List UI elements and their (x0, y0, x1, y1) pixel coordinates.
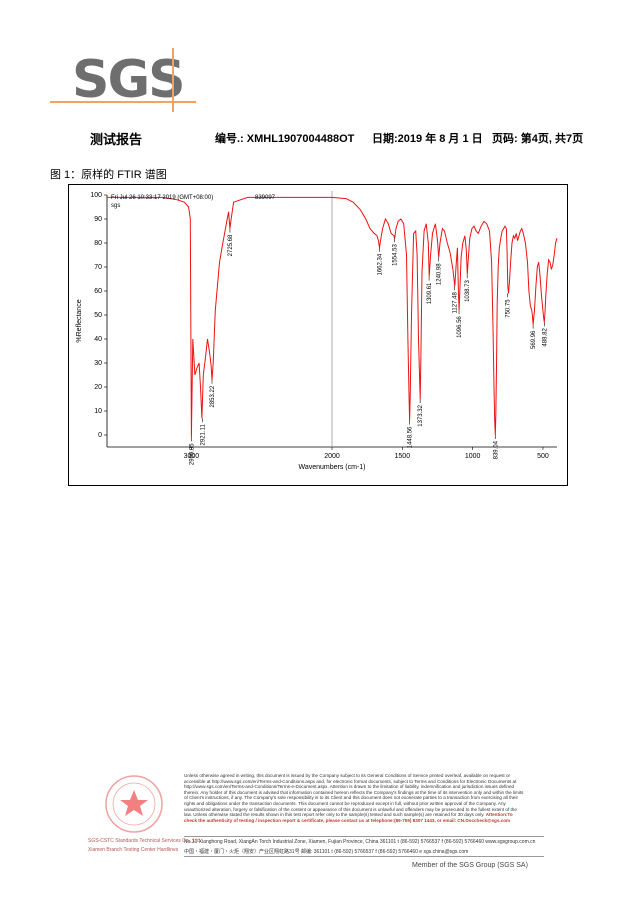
y-tick-label: 60 (94, 288, 102, 295)
inspection-seal (84, 772, 184, 836)
x-tick-label: 1000 (465, 453, 481, 460)
seal-caption-branch: Xiamen Branch Testing Center Hardlines (88, 847, 179, 853)
peak-label: 1373.32 (418, 404, 424, 426)
page-number: 页码: 第4页, 共7页 (492, 133, 584, 145)
logo-horizontal-rule (50, 101, 196, 103)
peak-label: 1038.73 (465, 280, 471, 302)
report-date: 日期:2019 年 8 月 1 日 (372, 133, 483, 145)
chart-series-label: sgs (111, 203, 120, 209)
y-tick-label: 10 (94, 408, 102, 415)
footer-disclaimer: Unless otherwise agreed in writing, this… (184, 773, 524, 823)
y-tick-label: 70 (94, 264, 102, 271)
spectrum-series-line (107, 196, 558, 438)
peak-label: 1240.98 (437, 263, 443, 285)
peak-label: 839.04 (493, 440, 499, 459)
x-axis-label: Wavenumbers (cm-1) (298, 464, 365, 471)
sgs-group-member: Member of the SGS Group (SGS SA) (412, 862, 528, 869)
report-title: 测试报告 (90, 132, 143, 147)
logo-text: SGS (72, 50, 186, 110)
peak-label: 750.75 (506, 299, 512, 318)
peak-label: 1127.48 (453, 292, 459, 314)
ftir-spectrum-chart: 0 10 20 30 40 50 60 70 80 90 100 3000 2000 1500 1000 50… (76, 191, 558, 471)
peak-label: 488.82 (543, 328, 549, 347)
disclaimer-text: Unless otherwise agreed in writing, this… (184, 773, 524, 818)
seal-caption-company: SGS-CSTC Standards Technical Services Co… (88, 838, 202, 844)
y-tick-label: 90 (94, 216, 102, 223)
address-english: No.31 Xianghong Road, XiangAn Torch Indu… (184, 839, 536, 845)
y-axis-label: %Reflectance (76, 299, 83, 342)
y-tick-label: 0 (98, 432, 102, 439)
footer-divider-top (184, 836, 544, 837)
authenticity-notice: Attention:To check the authenticity of t… (184, 812, 513, 823)
x-tick-label: 1500 (395, 453, 411, 460)
y-tick-label: 100 (90, 192, 102, 199)
figure-caption: 图 1：原样的 FTIR 谱图 (50, 169, 167, 181)
peak-label: 569.96 (531, 330, 537, 349)
x-tick-label: 3000 (184, 453, 200, 460)
x-tick-label: 2000 (324, 453, 340, 460)
y-tick-label: 40 (94, 336, 102, 343)
report-number: 编号.: XMHL1907004488OT (215, 133, 355, 145)
sgs-logo: SGS (50, 48, 196, 112)
report-header: 测试报告 编号.: XMHL1907004488OT 日期:2019 年 8 月… (0, 130, 634, 147)
y-tick-label: 20 (94, 384, 102, 391)
peak-label: 1096.56 (457, 316, 463, 338)
y-tick-label: 80 (94, 240, 102, 247)
peak-label: 1448.56 (408, 426, 414, 448)
chart-sample-id: 839097 (255, 195, 276, 201)
peak-label: 2999.85 (189, 443, 195, 465)
peak-label: 2921.11 (200, 424, 206, 446)
address-chinese: 中国・福建・厦门・火炬（翔安）产业区翔虹路31号 邮编: 361101 t (8… (184, 849, 469, 855)
x-tick-label: 500 (537, 453, 549, 460)
peak-label: 1554.53 (393, 244, 399, 266)
logo-vertical-rule (172, 48, 174, 112)
footer-divider-bottom (184, 856, 544, 857)
peak-label: 2725.68 (228, 234, 234, 256)
y-tick-label: 30 (94, 360, 102, 367)
peak-label: 1309.61 (427, 282, 433, 304)
ftir-chart-frame: 0 10 20 30 40 50 60 70 80 90 100 3000 2000 1500 1000 50… (68, 184, 568, 486)
chart-timestamp: Fri Jul 26 10:33:17 2019 (GMT+08:00) (111, 195, 213, 201)
peak-label: 2853.22 (210, 385, 216, 407)
y-tick-label: 50 (94, 312, 102, 319)
peak-label: 1662.34 (377, 253, 383, 275)
